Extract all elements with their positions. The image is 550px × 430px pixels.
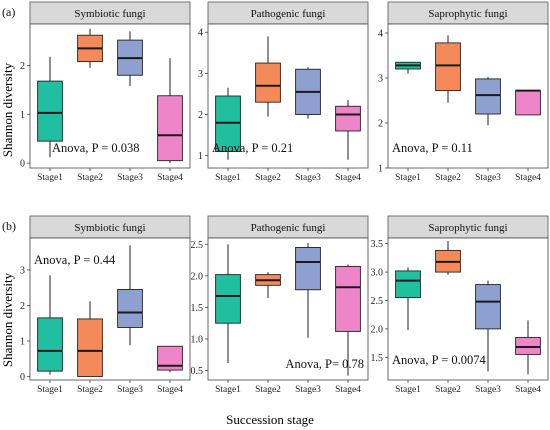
x-tick-label: Stage3: [295, 385, 321, 395]
box-stage3: [475, 78, 501, 115]
x-tick-label: Stage2: [435, 385, 461, 395]
x-tick-label: Stage1: [37, 173, 63, 183]
chart-panel: Saprophytic fungi 1.5 2.0 2.5 3.0 3.5 Stage1 St…: [371, 215, 549, 395]
x-tick-label: Stage4: [515, 173, 541, 183]
chart-panel: Pathogenic fungi 0.5 1.0 1.5 2.0 2.5 Stage1 Sta…: [191, 215, 369, 395]
y-tick-label: 3: [20, 265, 25, 276]
y-tick-label: 2.5: [191, 240, 204, 251]
anova-annotation: Anova, P = 0.11: [392, 141, 473, 155]
plot-area: [387, 237, 549, 381]
box-stage4: [157, 95, 183, 162]
box-stage4: [515, 336, 541, 355]
box-stage4: [515, 90, 541, 116]
y-tick-label: 2: [378, 119, 383, 130]
y-tick-label: 1: [20, 110, 25, 121]
chart-panel: Pathogenic fungi 1 2 3 4 Stage1 Stage2 Stage3 St…: [198, 1, 369, 183]
anova-annotation: Anova, P = 0.0074: [392, 353, 486, 367]
x-tick-label: Stage1: [395, 173, 421, 183]
x-tick-label: Stage2: [255, 173, 281, 183]
panel-title: Symbiotic fungi: [74, 222, 145, 234]
y-tick-label: 3.0: [371, 268, 384, 279]
anova-annotation: Anova, P= 0.78: [285, 357, 364, 371]
x-tick-label: Stage3: [475, 173, 501, 183]
panel-title: Pathogenic fungi: [251, 222, 326, 234]
chart-panel: Saprophytic fungi 1 2 3 4 Stage1 Stage2 Stage3 S…: [378, 1, 549, 183]
box-stage1: [37, 80, 63, 142]
x-tick-label: Stage1: [37, 385, 63, 395]
y-tick-label: 2.0: [371, 324, 384, 335]
x-tick-label: Stage4: [157, 385, 183, 395]
row-label: (b): [2, 219, 16, 233]
y-axis-title-top: Shannon diversity: [0, 62, 15, 157]
panel-title: Symbiotic fungi: [74, 8, 145, 20]
box-stage2: [435, 42, 461, 92]
y-tick-label: 0: [20, 372, 25, 383]
row-label: (a): [2, 5, 15, 19]
y-tick-label: 1: [198, 151, 203, 162]
chart-panel: Symbiotic fungi (b) 0 1 2 3 Stage1 Stage2 Stage3…: [2, 215, 191, 395]
y-tick-label: 1: [378, 164, 383, 175]
box-stage1: [215, 95, 241, 152]
x-tick-label: Stage1: [215, 173, 241, 183]
x-tick-label: Stage4: [335, 173, 361, 183]
y-tick-label: 1: [20, 336, 25, 347]
box-stage3: [295, 247, 321, 291]
panel-title: Saprophytic fungi: [428, 8, 507, 20]
box-stage2: [77, 318, 103, 377]
chart-panel: Symbiotic fungi (a) 0 1 2 Stage1 Stage2 Stage3 S…: [2, 1, 191, 183]
y-tick-label: 2.0: [191, 271, 204, 282]
x-tick-label: Stage2: [77, 173, 103, 183]
panel-title: Pathogenic fungi: [251, 8, 326, 20]
x-tick-label: Stage3: [117, 385, 143, 395]
y-tick-label: 1.5: [191, 303, 204, 314]
y-tick-label: 0.5: [191, 366, 204, 377]
box-stage1: [395, 270, 421, 299]
anova-annotation: Anova, P = 0.21: [212, 141, 293, 155]
panel-title: Saprophytic fungi: [428, 222, 507, 234]
y-tick-label: 4: [198, 28, 203, 39]
x-tick-label: Stage2: [77, 385, 103, 395]
x-axis-title: Succession stage: [226, 412, 314, 427]
y-tick-label: 3: [198, 69, 203, 80]
y-axis-title-bottom: Shannon diversity: [0, 272, 15, 367]
y-tick-label: 3.5: [371, 239, 384, 250]
anova-annotation: Anova, P = 0.44: [34, 253, 116, 267]
x-tick-label: Stage4: [157, 173, 183, 183]
box-stage1: [37, 317, 63, 372]
y-tick-label: 1.5: [371, 353, 384, 364]
y-tick-label: 0: [20, 159, 25, 170]
y-tick-label: 2: [20, 301, 25, 312]
box-stage4: [335, 265, 361, 332]
x-tick-label: Stage4: [335, 385, 361, 395]
box-stage4: [157, 345, 183, 371]
y-tick-label: 2: [20, 61, 25, 72]
box-stage1: [215, 274, 241, 324]
box-stage2: [255, 62, 281, 103]
y-tick-label: 2.5: [371, 296, 384, 307]
x-tick-label: Stage1: [215, 385, 241, 395]
y-tick-label: 1.0: [191, 334, 204, 345]
box-stage3: [117, 289, 143, 328]
anova-annotation: Anova, P = 0.038: [52, 141, 140, 155]
x-tick-label: Stage4: [515, 385, 541, 395]
y-tick-label: 2: [198, 110, 203, 121]
y-tick-label: 4: [378, 29, 383, 40]
x-tick-label: Stage2: [255, 385, 281, 395]
x-tick-label: Stage2: [435, 173, 461, 183]
x-tick-label: Stage3: [117, 173, 143, 183]
y-tick-label: 3: [378, 74, 383, 85]
box-stage3: [475, 284, 501, 330]
x-tick-label: Stage3: [475, 385, 501, 395]
x-tick-label: Stage1: [395, 385, 421, 395]
box-stage4: [335, 105, 361, 132]
x-tick-label: Stage3: [295, 173, 321, 183]
